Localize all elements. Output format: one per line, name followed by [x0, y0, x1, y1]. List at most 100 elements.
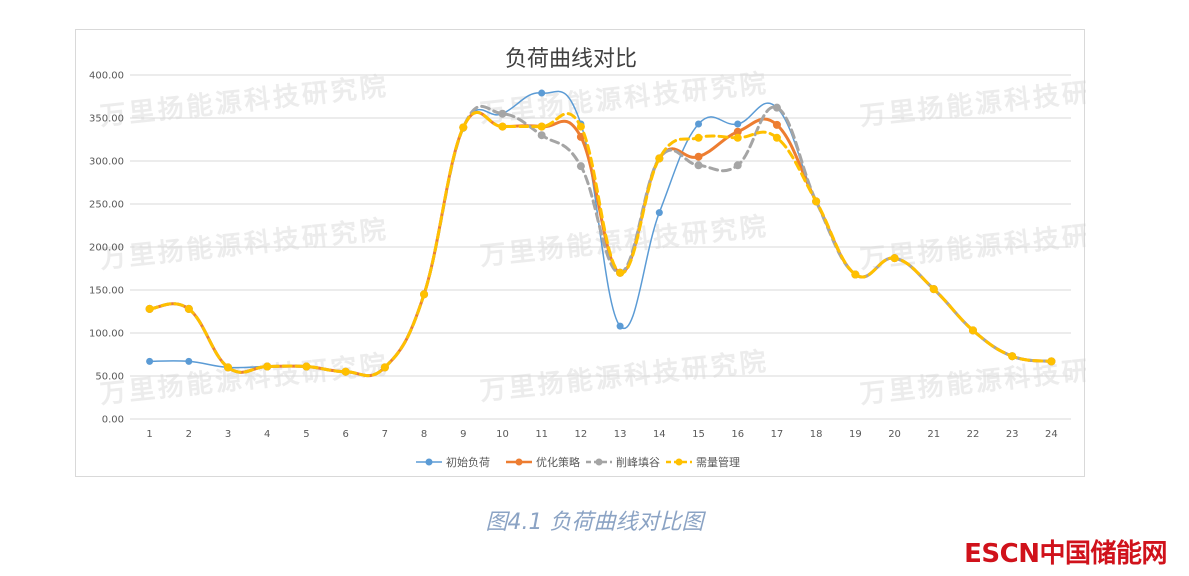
data-point — [851, 270, 860, 279]
data-point — [695, 120, 703, 128]
data-point — [655, 154, 664, 163]
x-tick-label: 16 — [731, 429, 744, 440]
x-tick-label: 15 — [692, 429, 705, 440]
data-point — [812, 197, 821, 206]
watermark-text: 万里扬能源科技研究院 — [478, 211, 770, 272]
x-tick-label: 21 — [927, 429, 940, 440]
data-point — [498, 109, 507, 118]
watermark-text: 万里扬能源科技研究院 — [98, 214, 390, 275]
data-point — [772, 133, 781, 142]
x-tick-label: 7 — [382, 429, 388, 440]
x-tick-label: 9 — [460, 429, 466, 440]
data-point — [1008, 352, 1017, 361]
load-curve-chart: 万里扬能源科技研究院 万里扬能源科技研究院 万里扬能源科技研究院万里扬能源科技研究院… — [89, 47, 1086, 469]
legend-item: 需量管理 — [666, 455, 740, 469]
watermark-text: 万里扬能源科技研究院 — [858, 214, 1086, 275]
data-point — [576, 162, 585, 171]
watermark-text: 万里扬能源科技研究院 — [98, 349, 390, 410]
chart-title: 负荷曲线对比 — [505, 47, 637, 72]
x-tick-label: 12 — [575, 429, 588, 440]
data-point — [498, 122, 507, 131]
legend-marker — [515, 458, 523, 466]
data-point — [145, 304, 154, 313]
data-point — [772, 103, 781, 112]
series-layer — [145, 89, 1056, 378]
data-point — [224, 363, 233, 372]
x-tick-label: 23 — [1006, 429, 1019, 440]
data-point — [302, 362, 311, 371]
x-tick-label: 17 — [771, 429, 784, 440]
x-tick-label: 13 — [614, 429, 627, 440]
x-tick-label: 8 — [421, 429, 427, 440]
data-point — [890, 254, 899, 263]
watermark-text: 万里扬能源科技研究院 — [858, 71, 1086, 132]
grid-lines — [130, 74, 1071, 420]
y-tick-label: 250.00 — [89, 200, 124, 211]
data-point — [146, 357, 154, 365]
y-tick-label: 50.00 — [95, 372, 124, 383]
data-point — [537, 122, 546, 131]
y-tick-labels: 0.00 50.00 100.00 150.00 200.00 250.00 300.00 3… — [89, 71, 124, 426]
x-tick-label: 6 — [342, 429, 348, 440]
x-tick-label: 5 — [303, 429, 309, 440]
data-point — [184, 304, 193, 313]
data-point — [537, 131, 546, 140]
x-tick-label: 10 — [496, 429, 509, 440]
y-tick-label: 100.00 — [89, 329, 124, 340]
legend-marker — [425, 458, 433, 466]
data-point — [1047, 357, 1056, 366]
legend-label: 优化策略 — [536, 455, 580, 469]
legend-label: 初始负荷 — [446, 455, 490, 469]
legend-item: 初始负荷 — [416, 455, 490, 469]
x-tick-label: 14 — [653, 429, 666, 440]
y-tick-label: 300.00 — [89, 157, 124, 168]
x-tick-label: 11 — [535, 429, 548, 440]
x-tick-label: 24 — [1045, 429, 1058, 440]
data-point — [733, 133, 742, 142]
data-point — [616, 268, 625, 277]
legend-item: 优化策略 — [506, 455, 580, 469]
legend-label: 需量管理 — [696, 455, 740, 469]
x-tick-label: 3 — [225, 429, 231, 440]
x-tick-labels: 1 2 3 4 5 6 7 8 9 10 11 12 13 14 15 16 17 18 19 20 21 22 23 24 — [146, 429, 1057, 440]
data-point — [772, 120, 781, 129]
figure-caption: 图4.1 负荷曲线对比图 — [485, 510, 704, 535]
x-tick-label: 2 — [186, 429, 192, 440]
data-point — [734, 120, 742, 128]
data-point — [576, 122, 585, 131]
x-tick-label: 18 — [810, 429, 823, 440]
x-tick-label: 20 — [888, 429, 901, 440]
series-4 — [145, 111, 1056, 378]
data-point — [380, 363, 389, 372]
legend-marker — [675, 458, 683, 466]
data-point — [538, 89, 546, 97]
x-tick-label: 1 — [146, 429, 152, 440]
data-point — [694, 161, 703, 170]
x-tick-label: 4 — [264, 429, 270, 440]
data-point — [420, 290, 429, 299]
y-tick-label: 200.00 — [89, 243, 124, 254]
x-tick-label: 22 — [967, 429, 980, 440]
legend-label: 削峰填谷 — [616, 455, 660, 469]
legend: 初始负荷 优化策略 削峰填谷 需量管理 — [416, 455, 740, 469]
y-tick-label: 400.00 — [89, 71, 124, 82]
data-point — [655, 209, 663, 217]
chart-frame: 万里扬能源科技研究院 万里扬能源科技研究院 万里扬能源科技研究院 万里扬能源科技研究院… — [75, 29, 1086, 477]
data-point — [929, 285, 938, 294]
legend-item: 削峰填谷 — [586, 455, 660, 469]
data-point — [459, 123, 468, 132]
escn-logo[interactable]: ESCN中国储能网 — [964, 539, 1167, 569]
x-tick-label: 19 — [849, 429, 862, 440]
watermark-text: 万里扬能源科技研究院 — [98, 71, 390, 132]
data-point — [968, 326, 977, 335]
y-tick-label: 150.00 — [89, 286, 124, 297]
data-point — [263, 362, 272, 371]
legend-marker — [595, 458, 603, 466]
data-point — [694, 152, 703, 161]
y-tick-label: 0.00 — [102, 415, 124, 426]
data-point — [733, 127, 742, 136]
data-point — [341, 367, 350, 376]
watermark-layer: 万里扬能源科技研究院 万里扬能源科技研究院 万里扬能源科技研究院万里扬能源科技研究院… — [98, 68, 1086, 410]
data-point — [185, 357, 193, 365]
y-tick-label: 350.00 — [89, 114, 124, 125]
